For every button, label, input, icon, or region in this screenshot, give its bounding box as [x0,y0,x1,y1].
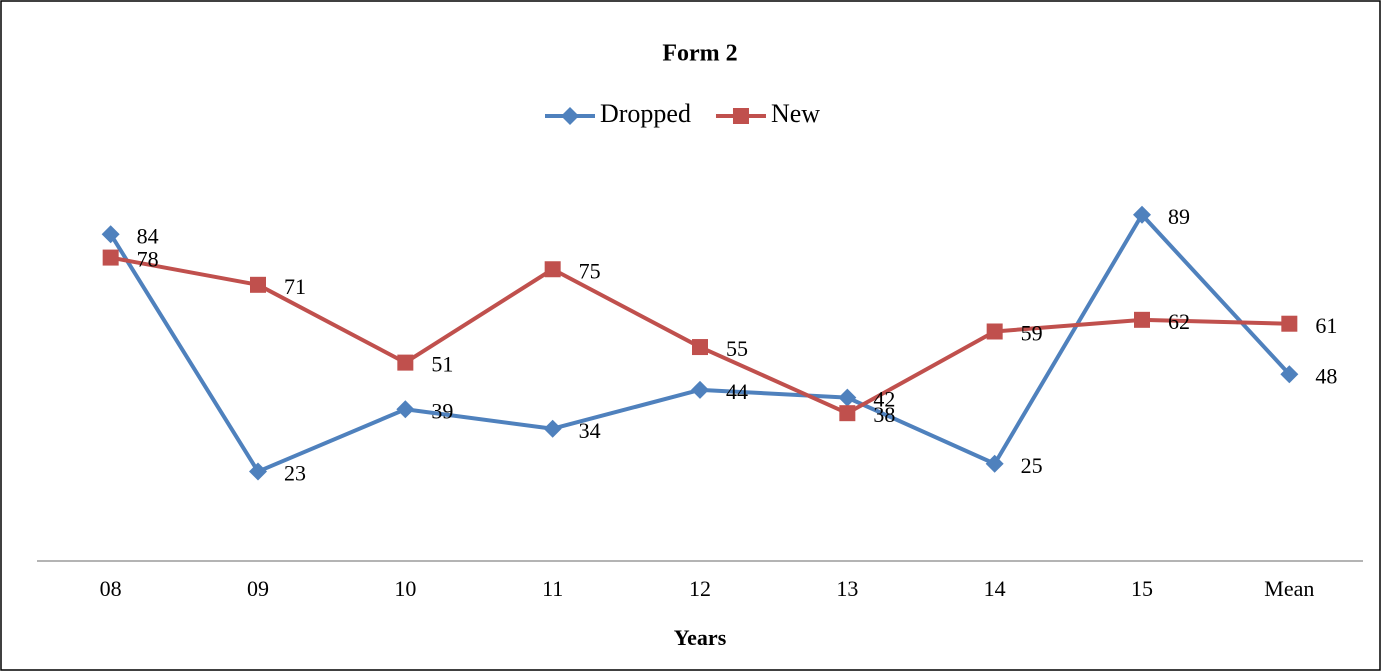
x-tick-label: 10 [394,576,416,601]
diamond-marker [543,419,562,438]
square-marker [839,405,856,422]
x-tick-label: 08 [100,576,122,601]
chart-title: Form 2 [662,41,737,67]
data-label: 48 [1315,363,1337,388]
square-marker [397,354,414,371]
diamond-marker [396,400,415,419]
data-label: 34 [579,418,601,443]
diamond-marker [1280,365,1299,384]
data-label: 55 [726,336,748,361]
data-label: 89 [1168,204,1190,229]
diamond-marker [1133,205,1151,224]
data-label: 25 [1021,453,1043,478]
x-tick-label: 13 [836,576,858,601]
x-tick-label: 12 [689,576,711,601]
x-tick-label: 15 [1131,576,1153,601]
diamond-marker [838,388,857,407]
data-label: 42 [873,387,895,412]
legend-label: New [771,99,820,128]
data-label: 39 [431,398,453,423]
diamond-marker [985,454,1004,473]
data-label: 61 [1315,313,1337,338]
data-label: 62 [1168,309,1190,334]
data-label: 59 [1021,321,1043,346]
x-axis-label: Years [674,625,727,650]
x-tick-label: 11 [542,576,563,601]
diamond-marker [101,225,120,244]
data-label: 23 [284,461,306,486]
square-marker [1134,311,1150,328]
data-label: 44 [726,379,748,404]
square-marker [102,249,119,266]
data-label: 71 [284,274,306,299]
square-marker [1281,315,1298,332]
data-label: 84 [137,223,159,248]
x-tick-label: Mean [1264,576,1314,601]
square-marker [732,108,749,124]
x-tick-label: 14 [984,576,1006,601]
data-label: 75 [579,258,601,283]
legend-label: Dropped [600,99,691,128]
x-tick-label: 09 [247,576,269,601]
square-marker [250,276,266,293]
data-label: 78 [137,247,159,272]
square-marker [544,261,561,278]
square-marker [986,323,1003,340]
diamond-marker [561,107,579,125]
square-marker [692,339,708,356]
data-label: 51 [431,352,453,377]
diamond-marker [249,462,267,481]
diamond-marker [691,380,709,399]
data-label: 38 [873,402,895,427]
